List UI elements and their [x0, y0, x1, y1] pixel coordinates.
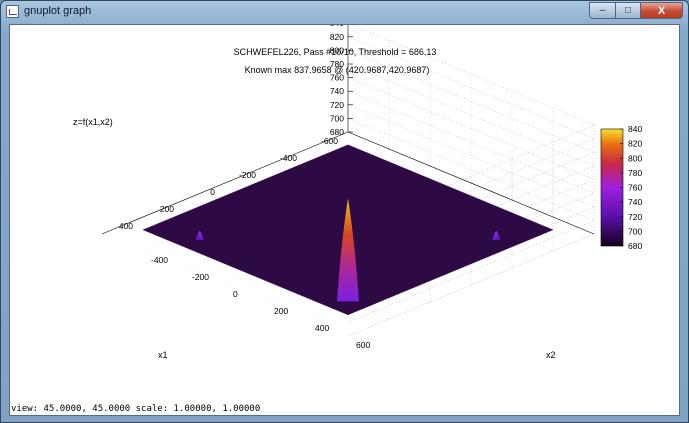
x2-tick-label: 400 — [315, 323, 329, 333]
x2-axis-label: x2 — [546, 350, 556, 360]
z-tick-label: 740 — [330, 86, 344, 96]
x1-tick-label: 400 — [119, 221, 133, 231]
title-bar[interactable]: gnuplot graph – □ X — [1, 1, 688, 23]
colorbar-tick-label: 720 — [628, 212, 642, 222]
status-bar: view: 45.0000, 45.0000 scale: 1.00000, 1… — [11, 404, 261, 414]
z-tick-label: 720 — [330, 100, 344, 110]
z-tick-label: 680 — [330, 127, 344, 137]
x2-axis-line — [347, 131, 595, 235]
maximize-button[interactable]: □ — [615, 2, 640, 19]
z-tick-label: 840 — [330, 25, 344, 28]
x1-tick-label: 200 — [160, 204, 174, 214]
x1-tick-label: -600 — [321, 136, 338, 146]
colorbar-tick-label: 840 — [628, 124, 642, 134]
window-controls: – □ X — [589, 2, 683, 20]
colorbar-tick-label: 800 — [628, 153, 642, 163]
x1-tick-label: 0 — [210, 187, 215, 197]
colorbar-gradient — [600, 128, 624, 247]
x2-tick-label: -400 — [151, 255, 168, 265]
x1-axis-label: x1 — [158, 350, 168, 360]
plot-subtitle: Known max 837.9658 @ (420.9687,420.9687) — [245, 65, 430, 75]
x1-tick-label: -400 — [280, 153, 297, 163]
x2-tick-label: -200 — [192, 272, 209, 282]
surface-peak — [195, 230, 204, 240]
x2-tick-label: 200 — [274, 306, 288, 316]
surface-plot[interactable]: SCHWEFEL226, Pass #10/10, Threshold = 68… — [10, 18, 679, 415]
z-axis-label: z=f(x1,x2) — [73, 117, 113, 127]
plot-title: SCHWEFEL226, Pass #10/10, Threshold = 68… — [234, 47, 437, 57]
close-button[interactable]: X — [640, 2, 683, 19]
gnuplot-app-icon[interactable] — [6, 5, 19, 18]
colorbar-tick-label: 740 — [628, 197, 642, 207]
colorbar-tick-label: 780 — [628, 168, 642, 178]
colorbar-tick-label: 700 — [628, 226, 642, 236]
z-tick-label: 780 — [330, 59, 344, 69]
minimize-button[interactable]: – — [589, 2, 615, 19]
x1-tick-label: -200 — [239, 170, 256, 180]
z-tick-label: 820 — [330, 32, 344, 42]
x2-tick-label: 600 — [356, 340, 370, 350]
colorbar-tick-label: 680 — [628, 241, 642, 251]
colorbar-tick-label: 820 — [628, 139, 642, 149]
colorbar: 680 700 720 740 760 780 800 820 840 — [600, 124, 642, 251]
z-tick-label: 760 — [330, 73, 344, 83]
surface-peak — [337, 198, 359, 302]
plot-area[interactable]: SCHWEFEL226, Pass #10/10, Threshold = 68… — [9, 18, 680, 416]
z-tick-label: 800 — [330, 45, 344, 55]
surface — [142, 144, 554, 316]
z-tick-label: 700 — [330, 113, 344, 123]
x2-tick-label: 0 — [233, 289, 238, 299]
window-title: gnuplot graph — [24, 5, 92, 17]
grid-line-y-floor — [347, 233, 595, 337]
x1-axis-line — [101, 131, 349, 235]
surface-peak — [492, 230, 501, 240]
tick-labels: 680 700 720 740 760 780 800 820 840 -600 -400 -200 0… — [119, 18, 371, 350]
colorbar-tick-label: 760 — [628, 183, 642, 193]
